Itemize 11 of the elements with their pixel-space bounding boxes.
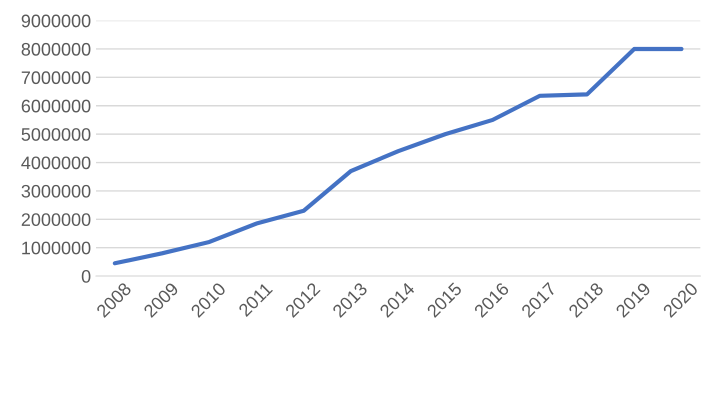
y-tick-label: 6000000 (22, 100, 90, 112)
y-tick-label: 3000000 (22, 184, 90, 198)
y-tick-label: 8000000 (22, 42, 90, 56)
line-series (112, 46, 684, 266)
y-tick-label: 0 (82, 270, 90, 283)
y-tick-label: 9000000 (22, 14, 90, 28)
y-tick-label: 1000000 (22, 242, 90, 254)
y-tick-label: 5000000 (22, 128, 90, 141)
y-tick-label: 7000000 (22, 71, 90, 84)
y-tick-label: 2000000 (22, 213, 90, 226)
y-tick-label: 4000000 (21, 156, 90, 170)
